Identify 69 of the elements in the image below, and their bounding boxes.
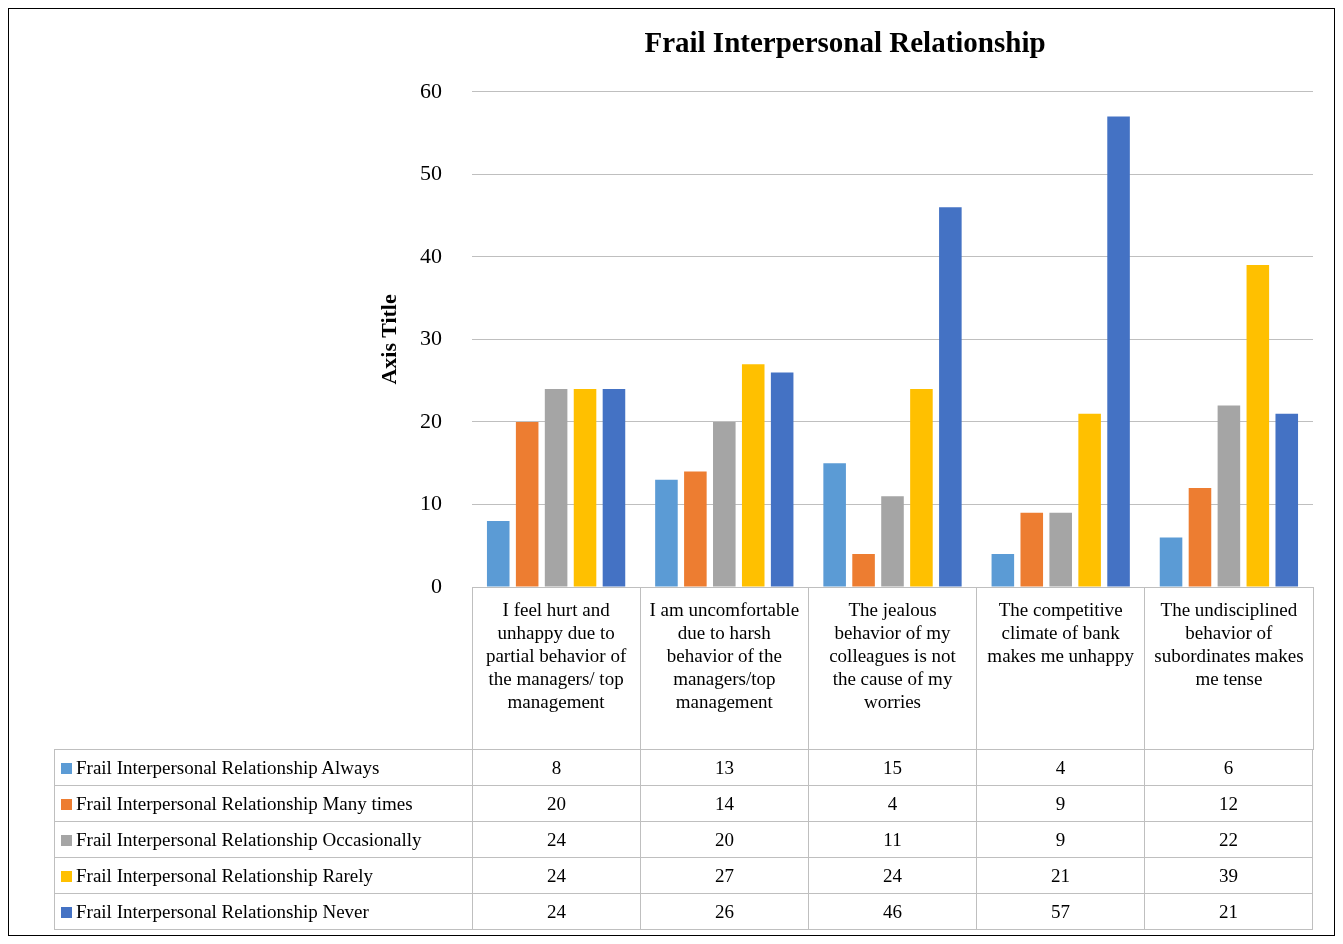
bar [852,553,875,587]
data-label: 11 [808,821,977,858]
bar [1275,413,1299,587]
data-label: 26 [640,893,809,930]
data-label: 6 [1144,749,1313,786]
data-label: 57 [976,893,1145,930]
chart-title: Frail Interpersonal Relationship [644,25,1046,58]
y-tick-label: 10 [420,490,442,516]
bar [684,471,707,587]
y-tick-label: 20 [420,407,442,433]
data-label: 20 [472,785,641,822]
bar [1217,405,1241,587]
x-tick-label: The jealous behavior of my colleagues is not the cause of my worries [829,599,957,712]
data-label: 4 [808,785,977,822]
x-tick-label: The competitive climate of bank makes me unhappy [987,599,1135,666]
data-label: 21 [1144,893,1313,930]
y-tick-label: 30 [420,325,442,351]
bar [573,388,597,587]
data-label: 27 [640,857,809,894]
data-label: 22 [1144,821,1313,858]
bar [1188,487,1212,587]
legend-label: Frail Interpersonal Relationship Rarely [76,864,374,886]
bar [823,463,846,587]
data-label: 4 [976,749,1145,786]
legend-label: Frail Interpersonal Relationship Always [76,756,380,778]
data-label: 9 [976,821,1145,858]
bar [544,388,568,587]
data-label: 24 [472,893,641,930]
data-label: 21 [976,857,1145,894]
bar [991,553,1015,587]
bar [741,364,765,587]
data-label: 15 [808,749,977,786]
bar [1049,512,1072,587]
legend-label: Frail Interpersonal Relationship Occasionally [76,828,422,850]
data-label: 46 [808,893,977,930]
bar [515,421,539,587]
bar [1020,512,1044,587]
data-label: 9 [976,785,1145,822]
y-tick-label: 60 [420,77,442,103]
x-tick-label: I feel hurt and unhappy due to partial behavior of the managers/ top management [485,599,627,712]
data-label: 8 [472,749,641,786]
data-label: 24 [472,857,641,894]
bar [939,207,962,587]
y-tick-label: 0 [431,572,442,598]
data-label: 20 [640,821,809,858]
data-label: 13 [640,749,809,786]
x-tick-label: I am uncomfortable due to harsh behavior of the managers/top management [649,599,800,712]
bar [1107,116,1130,587]
data-label: 12 [1144,785,1313,822]
bar [1159,537,1183,587]
data-label: 24 [472,821,641,858]
data-label: 14 [640,785,809,822]
bar [910,388,933,587]
bar [713,421,736,587]
bar [1078,413,1101,587]
x-tick-label: The undisciplined behavior of subordinates makes me tense [1154,599,1304,689]
bar [602,388,626,587]
legend-label: Frail Interpersonal Relationship Never [76,900,369,922]
y-tick-label: 40 [420,242,442,268]
bar [1246,265,1270,587]
bar [486,520,510,587]
y-tick-label: 50 [420,160,442,186]
data-label: 39 [1144,857,1313,894]
legend-label: Frail Interpersonal Relationship Many times [76,792,413,814]
bar [770,372,794,587]
data-label: 24 [808,857,977,894]
y-axis-title: Axis Title [375,294,401,385]
bar [881,496,904,587]
bar [655,479,678,587]
